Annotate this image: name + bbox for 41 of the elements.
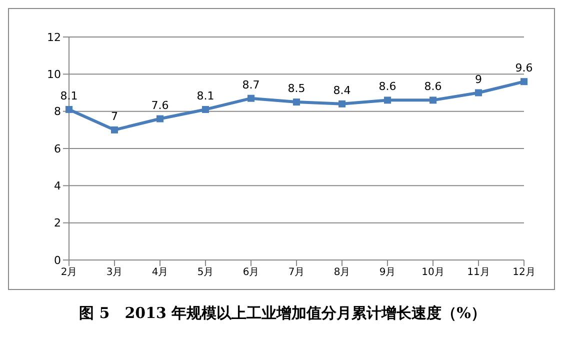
y-tick-label: 2: [54, 216, 61, 230]
data-label: 8.1: [196, 89, 214, 102]
point: [475, 89, 482, 96]
text: 图 5 2013 年规模以上工业增加值分月累计增长速度（%）: [78, 304, 487, 323]
x-tick-label: 8月: [334, 267, 350, 278]
y-tick-label: 0: [54, 254, 61, 267]
x-tick-label: 4月: [152, 267, 168, 278]
point: [520, 78, 528, 86]
y-tick-label: 4: [54, 180, 61, 193]
point: [248, 94, 254, 102]
x-tick-label: 2月: [60, 267, 78, 278]
data-label: 8.6: [424, 80, 442, 94]
y-tick-label: 10: [47, 68, 61, 82]
data-label: 8.4: [333, 84, 351, 97]
x-tick-label: 6月: [242, 267, 260, 278]
point: [430, 96, 436, 104]
y-tick-label: 12: [47, 30, 61, 44]
data-label: 8.1: [60, 89, 78, 102]
x-tick-label: 9月: [379, 267, 396, 278]
y-tick-label: 8: [54, 105, 61, 118]
point: [156, 115, 164, 122]
y-tick-label: 6: [54, 142, 61, 156]
x-tick-label: 5月: [197, 267, 214, 278]
x-tick-label: 11月: [467, 267, 490, 278]
point: [293, 98, 300, 106]
data-label: 8.7: [242, 78, 260, 92]
point: [66, 106, 72, 113]
x-tick-label: 12月: [512, 267, 536, 278]
x-tick-label: 10月: [422, 267, 444, 278]
data-label: 9.6: [515, 62, 533, 75]
data-label: 9: [475, 72, 482, 86]
x-tick-label: 3月: [106, 267, 123, 278]
point: [111, 126, 118, 134]
data-label: 7.6: [151, 98, 169, 112]
data-label: 8.6: [378, 80, 396, 94]
point: [202, 106, 209, 113]
x-tick-label: 7月: [288, 267, 305, 278]
point: [384, 96, 391, 104]
data-label: 8.5: [288, 82, 306, 96]
point: [338, 100, 346, 108]
data-label: 7: [111, 110, 118, 123]
